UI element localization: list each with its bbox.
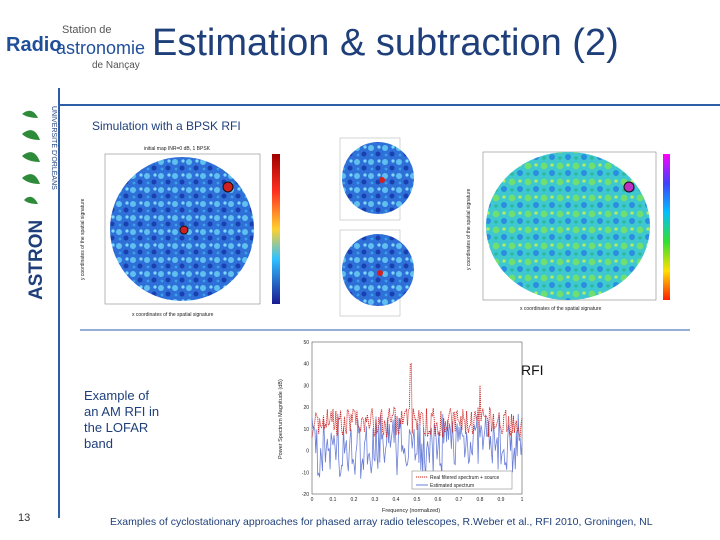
map3-xlabel: x coordinates of the spatial signature xyxy=(520,306,602,312)
university-logo: UNIVERSITÉ D'ORLÉANS xyxy=(22,106,58,204)
x-tick-label: 0.7 xyxy=(456,497,463,503)
subtracted-map-disk xyxy=(486,152,650,300)
intermediate-maps xyxy=(339,137,414,317)
x-tick-label: 0.5 xyxy=(414,497,421,503)
y-tick-label: 20 xyxy=(303,405,309,411)
vertical-rule xyxy=(58,88,60,518)
radioastronomie-logo: Station de Radio astronomie de Nançay xyxy=(6,24,145,80)
example-line: the LOFAR xyxy=(84,420,149,435)
example-line: Example of xyxy=(84,388,150,403)
x-tick-label: 0.8 xyxy=(477,497,484,503)
logo-astronomie-text: astronomie xyxy=(56,38,146,58)
horizontal-rule xyxy=(58,104,720,106)
slide-title: Estimation & subtraction (2) xyxy=(152,22,619,64)
estimated-spectrum-line xyxy=(311,413,523,479)
map3-ylabel: y coordinates of the spatial signature xyxy=(466,188,472,270)
map3-colorbar xyxy=(663,154,670,300)
legend-entry: Estimated spectrum xyxy=(430,483,474,489)
x-tick-label: 0.2 xyxy=(351,497,358,503)
x-tick-label: 0.9 xyxy=(498,497,505,503)
x-tick-label: 0.4 xyxy=(393,497,400,503)
y-tick-label: -10 xyxy=(302,470,309,476)
astron-logo: ASTRON xyxy=(26,220,47,300)
y-tick-label: 30 xyxy=(303,383,309,389)
footer-citation: Examples of cyclostationary approaches f… xyxy=(110,516,653,528)
y-tick-label: 10 xyxy=(303,427,309,433)
y-tick-label: 40 xyxy=(303,362,309,368)
map1-title: initial map INR=0 dB, 1 BPSK xyxy=(144,146,211,152)
legend-entry: Real filtered spectrum + source xyxy=(430,475,500,481)
chart-ylabel: Power Spectrum Magnitude (dB) xyxy=(278,379,284,459)
x-tick-label: 0.3 xyxy=(372,497,379,503)
page-number: 13 xyxy=(18,512,31,524)
residual-source-marker xyxy=(623,181,635,193)
real-spectrum-line xyxy=(311,363,523,438)
y-tick-label: -20 xyxy=(302,492,309,498)
leaf-icon xyxy=(22,110,40,204)
map1-colorbar xyxy=(272,154,280,304)
initial-map-plot: initial map INR=0 dB, 1 BPSK x coordinat… xyxy=(80,146,280,318)
x-tick-label: 0 xyxy=(311,497,314,503)
chart-xlabel: Frequency (normalized) xyxy=(382,508,440,514)
map1-xlabel: x coordinates of the spatial signature xyxy=(132,312,214,318)
simulation-label: Simulation with a BPSK RFI xyxy=(92,119,241,133)
example-line: band xyxy=(84,436,113,451)
x-tick-label: 0.1 xyxy=(330,497,337,503)
figures-area: initial map INR=0 dB, 1 BPSK x coordinat… xyxy=(80,137,690,331)
university-name: UNIVERSITÉ D'ORLÉANS xyxy=(50,106,58,190)
example-line: an AM RFI in xyxy=(84,404,160,419)
example-caption: Example of an AM RFI in the LOFAR band xyxy=(84,388,194,452)
x-tick-label: 1 xyxy=(521,497,524,503)
logo-radio-text: Radio xyxy=(6,34,62,56)
rfi-source-marker xyxy=(222,181,234,193)
chart-legend: Real filtered spectrum + source Estimate… xyxy=(411,470,513,490)
subtracted-map-plot: x coordinates of the spatial signature y… xyxy=(466,151,670,312)
central-source-marker xyxy=(179,225,189,235)
logo-nancay-text: de Nançay xyxy=(92,60,140,71)
map1-ylabel: y coordinates of the spatial signature xyxy=(80,198,86,280)
x-tick-label: 0.6 xyxy=(435,497,442,503)
logo-station-text: Station de xyxy=(62,24,112,36)
y-tick-label: 0 xyxy=(306,449,309,455)
y-tick-label: 50 xyxy=(303,340,309,346)
plot-area xyxy=(311,341,523,495)
spectrum-chart: 50 40 30 20 10 0 -10 -20 0 0.1 0.2 0.3 0.4 0.5 0.6 0.7… xyxy=(278,340,524,514)
astron-text: ASTRON xyxy=(26,220,47,300)
